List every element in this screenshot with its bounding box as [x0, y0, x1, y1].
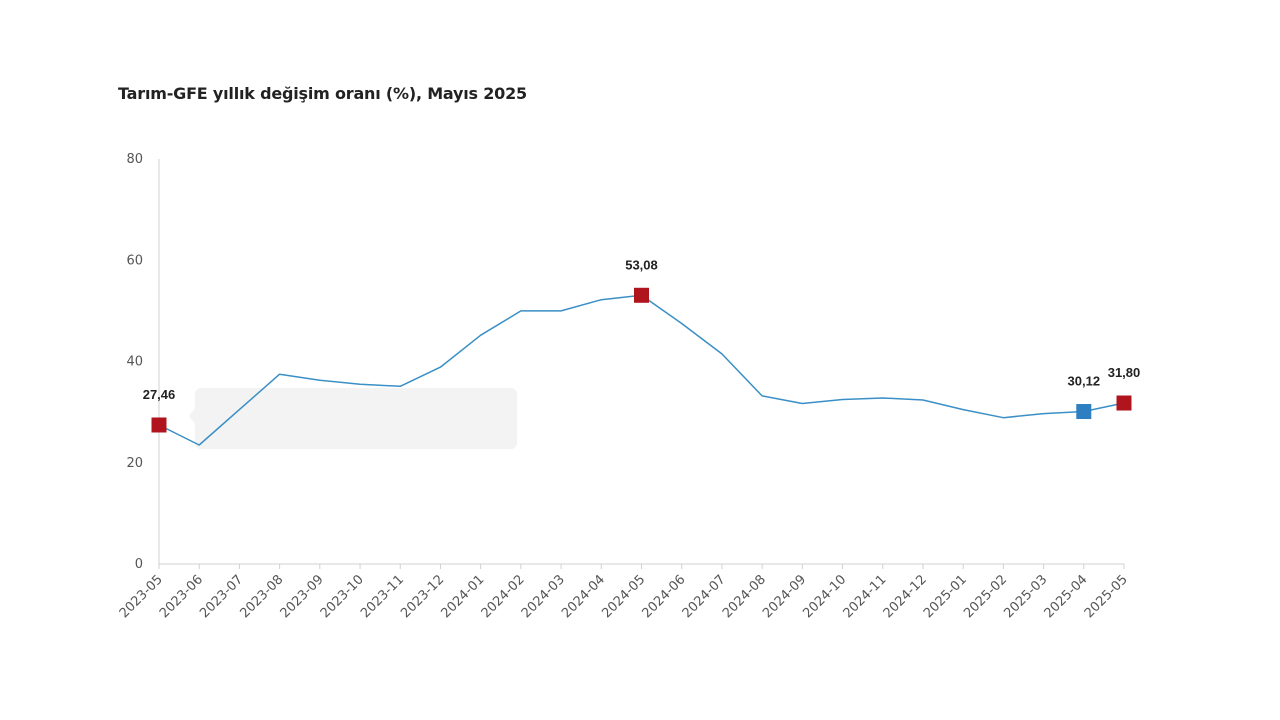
x-tick-label: 2024-02 — [479, 572, 528, 621]
x-tick-label: 2023-12 — [398, 572, 447, 621]
highlight-marker — [1076, 404, 1092, 420]
x-tick-label: 2023-09 — [278, 572, 327, 621]
x-tick-label: 2024-04 — [559, 572, 608, 621]
x-tick-label: 2023-07 — [197, 572, 246, 621]
x-tick-label: 2023-11 — [358, 572, 407, 621]
x-tick-label: 2023-08 — [237, 572, 286, 621]
tooltip-box — [195, 388, 517, 449]
x-tick-label: 2025-03 — [1001, 572, 1050, 621]
x-tick-label: 2024-11 — [841, 572, 890, 621]
y-tick-label: 60 — [126, 253, 143, 268]
x-tick-label: 2025-01 — [921, 572, 970, 621]
x-tick-label: 2023-06 — [157, 572, 206, 621]
data-label: 27,46 — [143, 387, 176, 402]
highlight-marker — [1116, 395, 1132, 411]
x-tick-label: 2025-04 — [1042, 572, 1091, 621]
chart-title: Tarım-GFE yıllık değişim oranı (%), Mayı… — [118, 84, 527, 103]
data-label: 31,80 — [1108, 365, 1141, 380]
x-tick-label: 2023-10 — [318, 572, 367, 621]
x-tick-label: 2023-05 — [117, 572, 166, 621]
x-tick-label: 2024-08 — [720, 572, 769, 621]
y-tick-label: 20 — [126, 456, 143, 471]
data-label: 30,12 — [1068, 374, 1101, 389]
x-tick-label: 2024-09 — [760, 572, 809, 621]
x-tick-label: 2024-12 — [881, 572, 930, 621]
x-tick-label: 2024-06 — [640, 572, 689, 621]
x-tick-label: 2025-05 — [1082, 572, 1131, 621]
x-tick-label: 2024-03 — [519, 572, 568, 621]
y-tick-label: 0 — [135, 557, 143, 572]
data-label: 53,08 — [625, 257, 658, 272]
highlight-marker — [151, 417, 167, 433]
highlight-marker — [634, 287, 649, 303]
x-tick-label: 2024-05 — [599, 572, 648, 621]
x-tick-label: 2025-02 — [961, 572, 1010, 621]
y-tick-label: 80 — [126, 152, 143, 167]
x-tick-label: 2024-10 — [800, 572, 849, 621]
x-tick-label: 2024-07 — [680, 572, 729, 621]
x-tick-label: 2024-01 — [438, 572, 487, 621]
tooltip-pointer — [189, 408, 195, 424]
y-tick-label: 40 — [126, 355, 143, 370]
